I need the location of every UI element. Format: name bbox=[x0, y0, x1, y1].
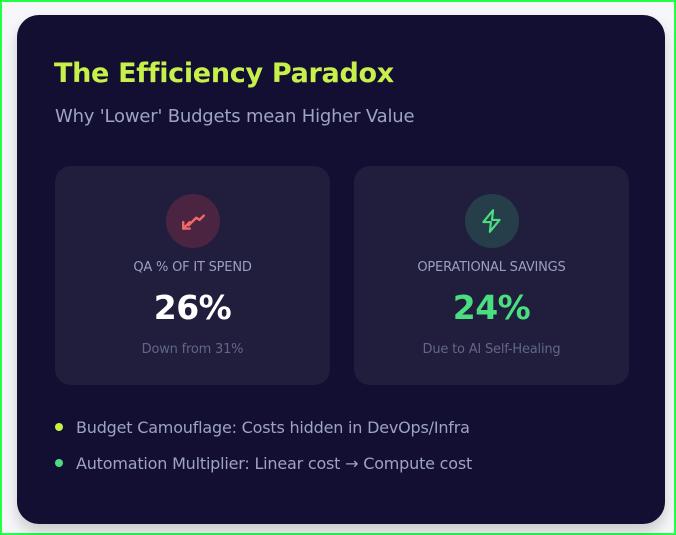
bullet-dot-icon bbox=[55, 423, 63, 431]
stat-label: QA % OF IT SPEND bbox=[133, 260, 252, 275]
bullet-dot-icon bbox=[55, 459, 63, 467]
stat-operational-savings: OPERATIONAL SAVINGS 24% Due to AI Self-H… bbox=[354, 166, 629, 385]
stat-note: Down from 31% bbox=[141, 342, 244, 357]
stat-value: 26% bbox=[153, 288, 232, 327]
stat-note: Due to AI Self-Healing bbox=[422, 342, 561, 357]
card-subtitle: Why 'Lower' Budgets mean Higher Value bbox=[55, 106, 415, 127]
stat-label: OPERATIONAL SAVINGS bbox=[417, 260, 566, 275]
bullet-text: Budget Camouflage: Costs hidden in DevOp… bbox=[76, 417, 470, 437]
card-title: The Efficiency Paradox bbox=[54, 58, 394, 89]
stat-value: 24% bbox=[452, 288, 531, 327]
trending-down-icon bbox=[165, 194, 220, 248]
lightning-bolt-icon bbox=[464, 194, 519, 248]
bullet-item: Budget Camouflage: Costs hidden in DevOp… bbox=[55, 409, 472, 445]
efficiency-paradox-card: The Efficiency Paradox Why 'Lower' Budge… bbox=[17, 15, 665, 524]
stat-qa-spend: QA % OF IT SPEND 26% Down from 31% bbox=[55, 166, 330, 385]
bullet-item: Automation Multiplier: Linear cost → Com… bbox=[55, 445, 472, 481]
bullet-list: Budget Camouflage: Costs hidden in DevOp… bbox=[55, 409, 472, 481]
bullet-text: Automation Multiplier: Linear cost → Com… bbox=[76, 453, 473, 473]
